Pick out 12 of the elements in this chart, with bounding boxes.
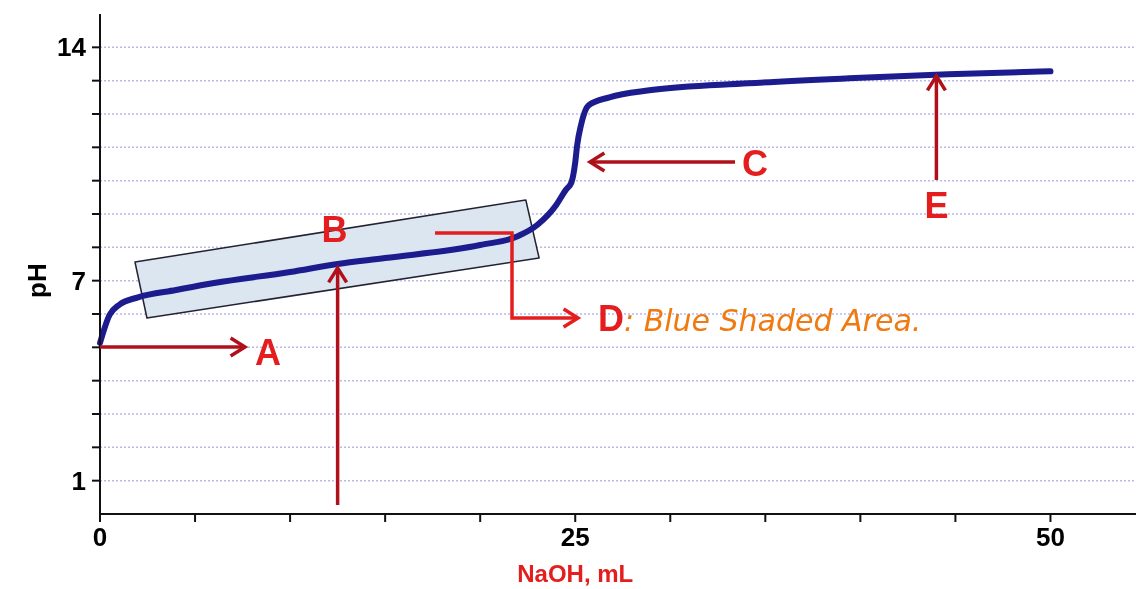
x-tick-label: 0 [92, 522, 108, 552]
annotation: A [255, 332, 281, 373]
y-tick-label: 7 [71, 265, 86, 296]
annotation: E [924, 185, 949, 226]
annotation: D: Blue Shaded Area. [598, 298, 922, 339]
x-axis-title: NaOH, mL [517, 560, 634, 587]
y-tick-label: 14 [57, 32, 87, 63]
x-tick-label: 25 [560, 522, 590, 552]
y-tick-label: 1 [71, 465, 86, 496]
annotation: C [742, 143, 768, 184]
y-axis-title: pH [22, 263, 52, 298]
x-tick-label: 50 [1036, 522, 1065, 552]
